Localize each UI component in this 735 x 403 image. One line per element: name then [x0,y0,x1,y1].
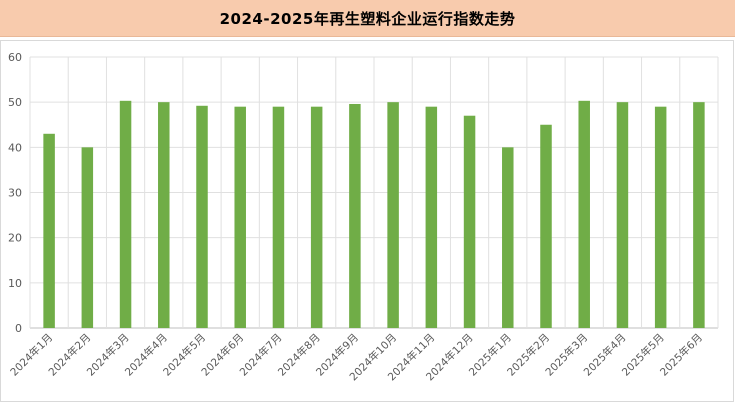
bar [119,100,132,328]
bar [349,103,361,329]
y-tick-label: 10 [8,277,22,290]
bar [578,100,590,328]
y-tick-label: 0 [15,322,22,335]
chart-title: 2024-2025年再生塑料企业运行指数走势 [219,9,516,28]
y-tick-label: 60 [8,51,22,64]
y-axis-ticks: 0 10 20 30 40 50 60 [8,51,22,335]
x-axis-ticks: 2024年1月2024年2月2024年3月2024年4月2024年5月2024年… [8,331,705,383]
bar [463,115,476,328]
y-tick-label: 20 [8,232,22,245]
bar [654,106,667,328]
bar [502,147,514,328]
chart-title-bar: 2024-2025年再生塑料企业运行指数走势 [0,0,735,37]
bar [272,106,285,328]
gridlines [29,56,719,329]
bar [387,102,399,329]
bar [81,147,94,328]
bar [234,106,246,328]
bar [425,106,438,328]
bar [43,133,55,328]
y-tick-label: 50 [8,96,22,109]
bar [616,102,629,329]
bar [196,105,208,328]
bars [43,100,705,329]
y-tick-label: 30 [8,187,22,200]
bar [693,102,705,329]
bar [310,106,323,328]
bar [540,124,552,328]
y-tick-label: 40 [8,141,22,154]
bar [158,102,170,329]
plot-area-frame [0,40,734,402]
